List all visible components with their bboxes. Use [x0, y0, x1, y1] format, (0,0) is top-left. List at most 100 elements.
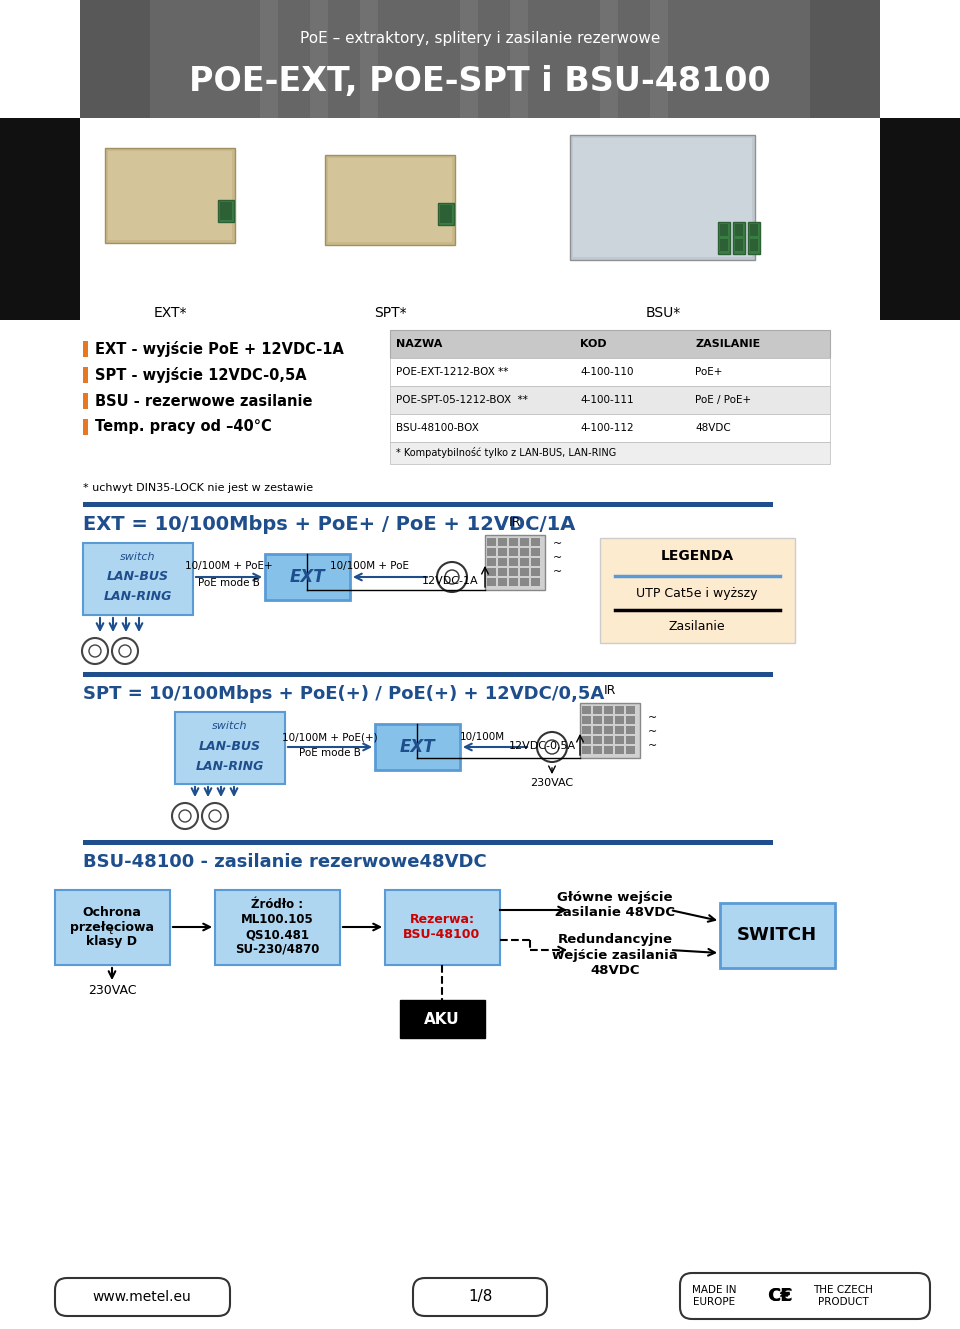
FancyBboxPatch shape [573, 138, 752, 256]
FancyBboxPatch shape [570, 136, 755, 260]
FancyBboxPatch shape [390, 358, 830, 385]
Text: KOD: KOD [580, 339, 607, 350]
FancyBboxPatch shape [582, 746, 591, 754]
Text: Zasilanie: Zasilanie [669, 621, 726, 634]
Text: ~: ~ [553, 540, 563, 561]
FancyBboxPatch shape [531, 567, 540, 575]
FancyBboxPatch shape [390, 330, 830, 358]
FancyBboxPatch shape [385, 890, 500, 965]
FancyBboxPatch shape [83, 544, 193, 615]
FancyBboxPatch shape [615, 736, 624, 744]
Text: LEGENDA: LEGENDA [660, 549, 733, 563]
FancyBboxPatch shape [390, 443, 830, 464]
Text: 10/100M: 10/100M [460, 732, 505, 742]
FancyBboxPatch shape [604, 706, 613, 714]
FancyBboxPatch shape [498, 567, 507, 575]
Text: SPT*: SPT* [373, 306, 406, 320]
FancyBboxPatch shape [733, 222, 745, 254]
FancyBboxPatch shape [604, 736, 613, 744]
FancyBboxPatch shape [0, 118, 80, 320]
FancyBboxPatch shape [510, 0, 528, 118]
Text: EXT: EXT [289, 567, 324, 586]
FancyBboxPatch shape [750, 225, 758, 237]
Text: C€: C€ [767, 1286, 793, 1305]
FancyBboxPatch shape [593, 726, 602, 734]
FancyBboxPatch shape [520, 578, 529, 586]
Text: 230VAC: 230VAC [531, 777, 573, 788]
FancyBboxPatch shape [83, 840, 773, 845]
FancyBboxPatch shape [360, 0, 378, 118]
FancyBboxPatch shape [83, 672, 773, 676]
FancyBboxPatch shape [720, 902, 835, 968]
Text: EXT - wyjście PoE + 12VDC-1A: EXT - wyjście PoE + 12VDC-1A [95, 342, 344, 358]
FancyBboxPatch shape [509, 548, 518, 556]
FancyBboxPatch shape [218, 199, 234, 222]
Text: BSU - rezerwowe zasilanie: BSU - rezerwowe zasilanie [95, 393, 313, 408]
Text: 10/100M + PoE+: 10/100M + PoE+ [185, 561, 273, 571]
FancyBboxPatch shape [80, 0, 880, 118]
Text: 1/8: 1/8 [468, 1289, 492, 1305]
Text: IR: IR [604, 684, 616, 698]
FancyBboxPatch shape [509, 567, 518, 575]
FancyBboxPatch shape [520, 548, 529, 556]
FancyBboxPatch shape [509, 578, 518, 586]
Text: CE: CE [768, 1286, 792, 1305]
Text: THE CZECH
PRODUCT: THE CZECH PRODUCT [813, 1285, 873, 1306]
Text: ~: ~ [553, 553, 563, 575]
FancyBboxPatch shape [593, 716, 602, 724]
Text: 4-100-111: 4-100-111 [580, 395, 634, 405]
FancyBboxPatch shape [582, 706, 591, 714]
Text: EXT*: EXT* [154, 306, 187, 320]
FancyBboxPatch shape [487, 558, 496, 566]
Text: switch: switch [120, 552, 156, 562]
FancyBboxPatch shape [438, 203, 454, 225]
Text: 230VAC: 230VAC [87, 983, 136, 997]
FancyBboxPatch shape [220, 202, 232, 221]
FancyBboxPatch shape [413, 1278, 547, 1316]
FancyBboxPatch shape [83, 419, 88, 435]
FancyBboxPatch shape [720, 225, 728, 237]
FancyBboxPatch shape [604, 716, 613, 724]
FancyBboxPatch shape [175, 712, 285, 784]
FancyBboxPatch shape [105, 148, 235, 243]
FancyBboxPatch shape [325, 155, 455, 245]
Text: 48VDC: 48VDC [695, 423, 731, 433]
Text: 4-100-112: 4-100-112 [580, 423, 634, 433]
FancyBboxPatch shape [390, 415, 830, 443]
Text: PoE+: PoE+ [695, 367, 722, 377]
FancyBboxPatch shape [604, 726, 613, 734]
FancyBboxPatch shape [650, 0, 668, 118]
FancyBboxPatch shape [593, 746, 602, 754]
FancyBboxPatch shape [531, 548, 540, 556]
FancyBboxPatch shape [520, 538, 529, 546]
Text: POE-EXT, POE-SPT i BSU-48100: POE-EXT, POE-SPT i BSU-48100 [189, 65, 771, 98]
Text: MADE IN
EUROPE: MADE IN EUROPE [692, 1285, 736, 1306]
FancyBboxPatch shape [498, 548, 507, 556]
FancyBboxPatch shape [880, 118, 960, 320]
Text: www.metel.eu: www.metel.eu [92, 1290, 191, 1304]
Text: PoE mode B: PoE mode B [198, 578, 260, 587]
Text: POE-EXT-1212-BOX **: POE-EXT-1212-BOX ** [396, 367, 509, 377]
FancyBboxPatch shape [83, 342, 88, 358]
FancyBboxPatch shape [310, 0, 328, 118]
Text: switch: switch [212, 722, 248, 731]
Text: ~: ~ [553, 567, 563, 589]
Text: ~: ~ [648, 712, 658, 723]
FancyBboxPatch shape [582, 716, 591, 724]
Text: 12VDC-0,5A: 12VDC-0,5A [509, 742, 576, 751]
FancyBboxPatch shape [260, 0, 278, 118]
FancyBboxPatch shape [487, 567, 496, 575]
FancyBboxPatch shape [487, 548, 496, 556]
FancyBboxPatch shape [531, 578, 540, 586]
FancyBboxPatch shape [55, 890, 170, 965]
Text: * uchwyt DIN35-LOCK nie jest w zestawie: * uchwyt DIN35-LOCK nie jest w zestawie [83, 482, 313, 493]
Text: SPT = 10/100Mbps + PoE(+) / PoE(+) + 12VDC/0,5A: SPT = 10/100Mbps + PoE(+) / PoE(+) + 12V… [83, 684, 604, 703]
FancyBboxPatch shape [615, 726, 624, 734]
FancyBboxPatch shape [55, 1278, 230, 1316]
Text: ~: ~ [648, 742, 658, 751]
Text: EXT = 10/100Mbps + PoE+ / PoE + 12VDC/1A: EXT = 10/100Mbps + PoE+ / PoE + 12VDC/1A [83, 514, 575, 533]
FancyBboxPatch shape [593, 736, 602, 744]
Text: BSU*: BSU* [645, 306, 681, 320]
FancyBboxPatch shape [580, 703, 640, 758]
Text: LAN-BUS: LAN-BUS [107, 570, 169, 583]
